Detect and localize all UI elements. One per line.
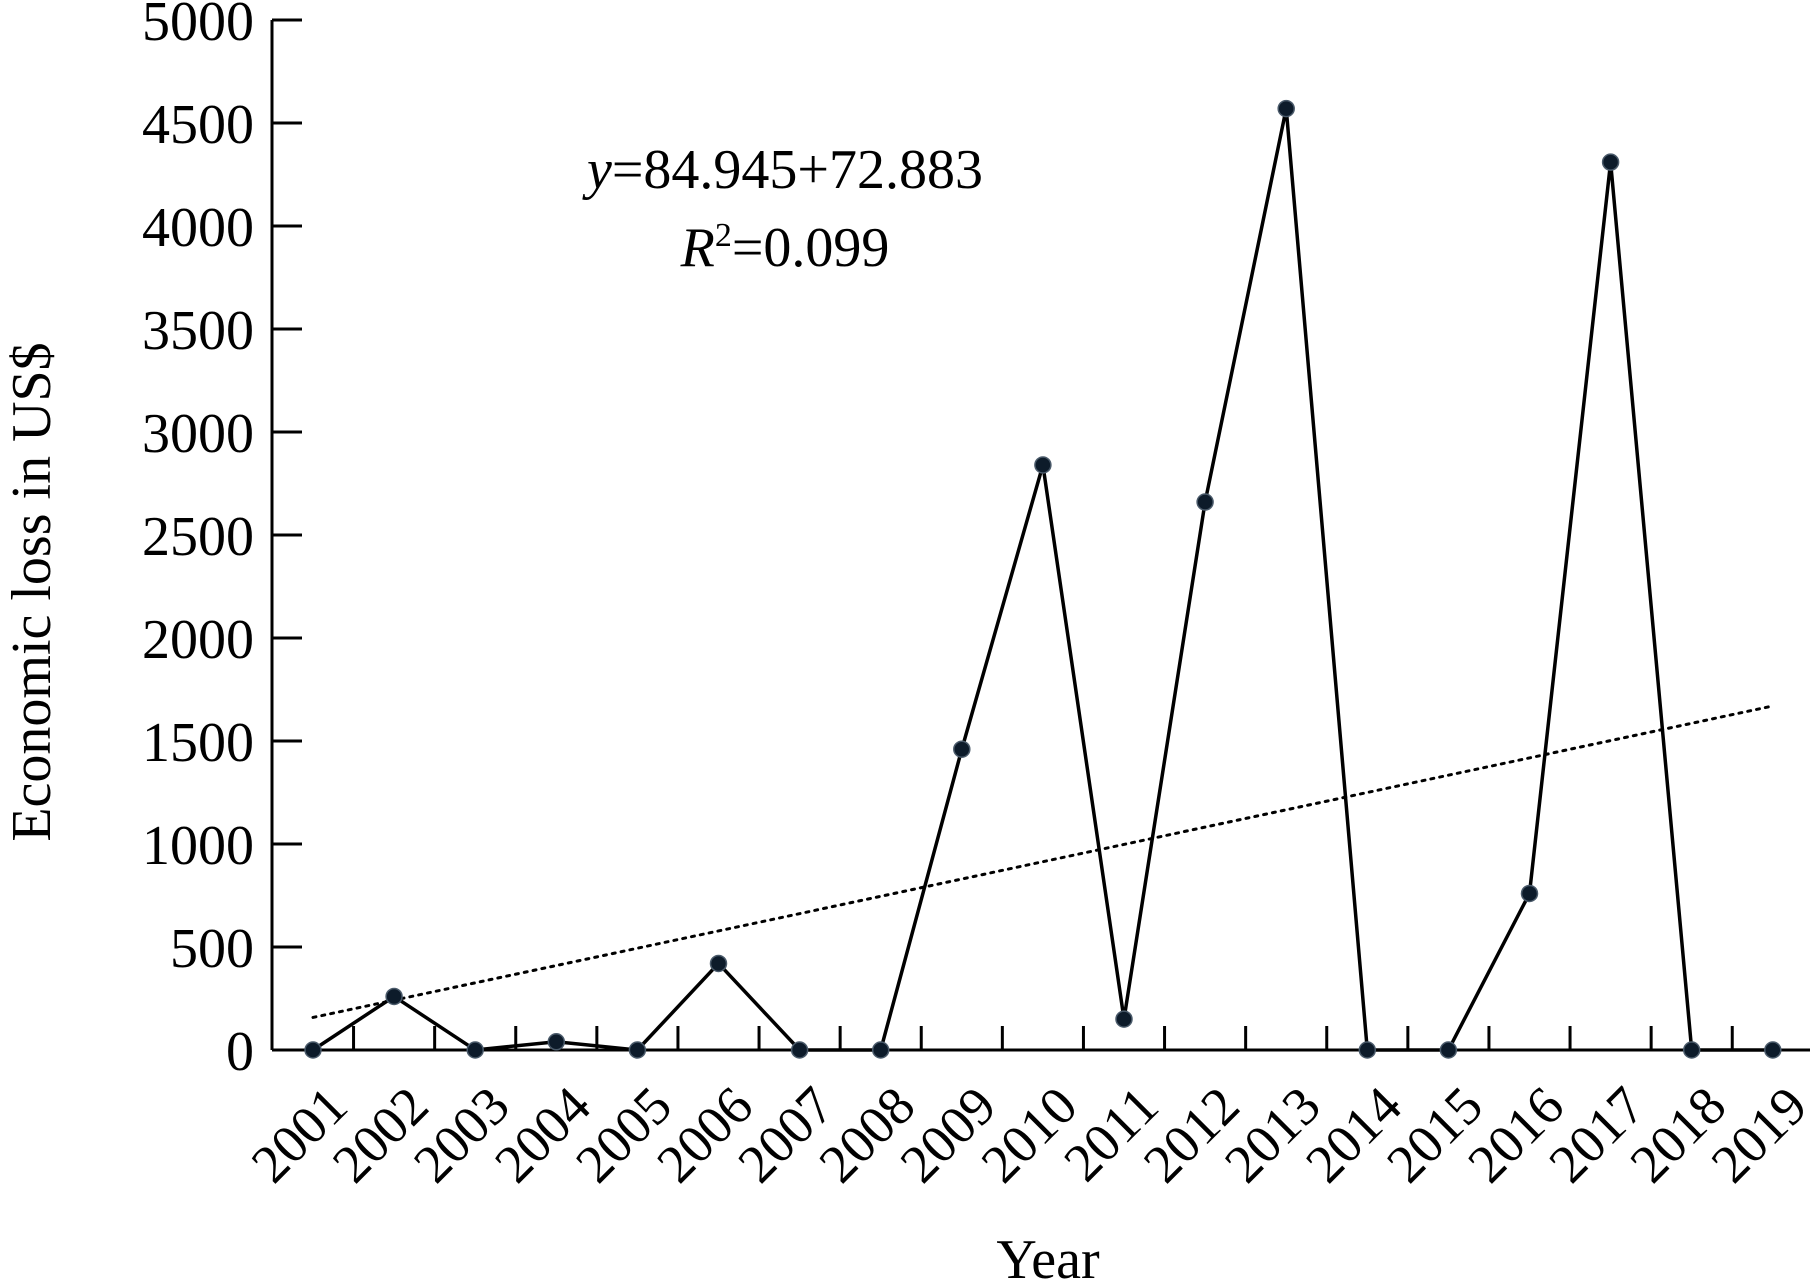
data-point [1034, 456, 1052, 474]
y-tick-label: 0 [226, 1021, 254, 1083]
data-point [385, 987, 403, 1006]
data-point [304, 1041, 322, 1059]
trendline [311, 704, 1775, 1019]
data-point [1601, 153, 1620, 171]
data-point [466, 1041, 484, 1059]
x-axis-label: Year [996, 1229, 1100, 1281]
data-point [790, 1041, 809, 1059]
y-tick-label: 2000 [142, 609, 254, 671]
y-tick-label: 3000 [142, 403, 254, 465]
y-axis-label: Economic loss in US$ [1, 342, 63, 841]
data-point [1277, 99, 1295, 118]
y-tick-label: 5000 [142, 0, 254, 53]
data-point [1358, 1041, 1377, 1059]
data-point [1196, 493, 1214, 511]
series-layer [304, 99, 1782, 1059]
y-tick-label: 4000 [142, 197, 254, 259]
y-tick-label: 1500 [142, 712, 254, 774]
data-point [1682, 1041, 1701, 1059]
y-tick-label: 3500 [142, 300, 254, 362]
equation-text: =84.945+72.883 [612, 139, 983, 201]
data-point [628, 1041, 647, 1059]
data-point [953, 740, 971, 758]
data-point [1520, 884, 1539, 903]
equation-variable: y [582, 139, 612, 201]
data-point [709, 954, 728, 973]
data-point [547, 1033, 566, 1051]
r-squared-annotation: R2=0.099 [680, 217, 890, 279]
series-line [312, 108, 1773, 1052]
y-axis: 0 500 1000 1500 2000 2500 3000 3500 4000 4500 5000 [142, 0, 302, 1083]
y-tick-label: 4500 [142, 94, 254, 156]
data-point [1439, 1041, 1458, 1059]
data-point [1115, 1010, 1133, 1028]
r-squared-variable: R [680, 217, 715, 279]
y-tick-label: 2500 [142, 506, 254, 568]
trendline-layer [311, 704, 1775, 1019]
equation-annotation: y=84.945+72.883 [582, 139, 983, 201]
r-squared-text: =0.099 [732, 217, 890, 279]
y-tick-label: 500 [170, 918, 254, 980]
y-tick-label: 1000 [142, 815, 254, 877]
r-squared-superscript: 2 [715, 217, 732, 254]
data-point [1764, 1041, 1782, 1059]
data-point [871, 1041, 890, 1059]
x-tick-label: 2019 [1700, 1075, 1816, 1194]
